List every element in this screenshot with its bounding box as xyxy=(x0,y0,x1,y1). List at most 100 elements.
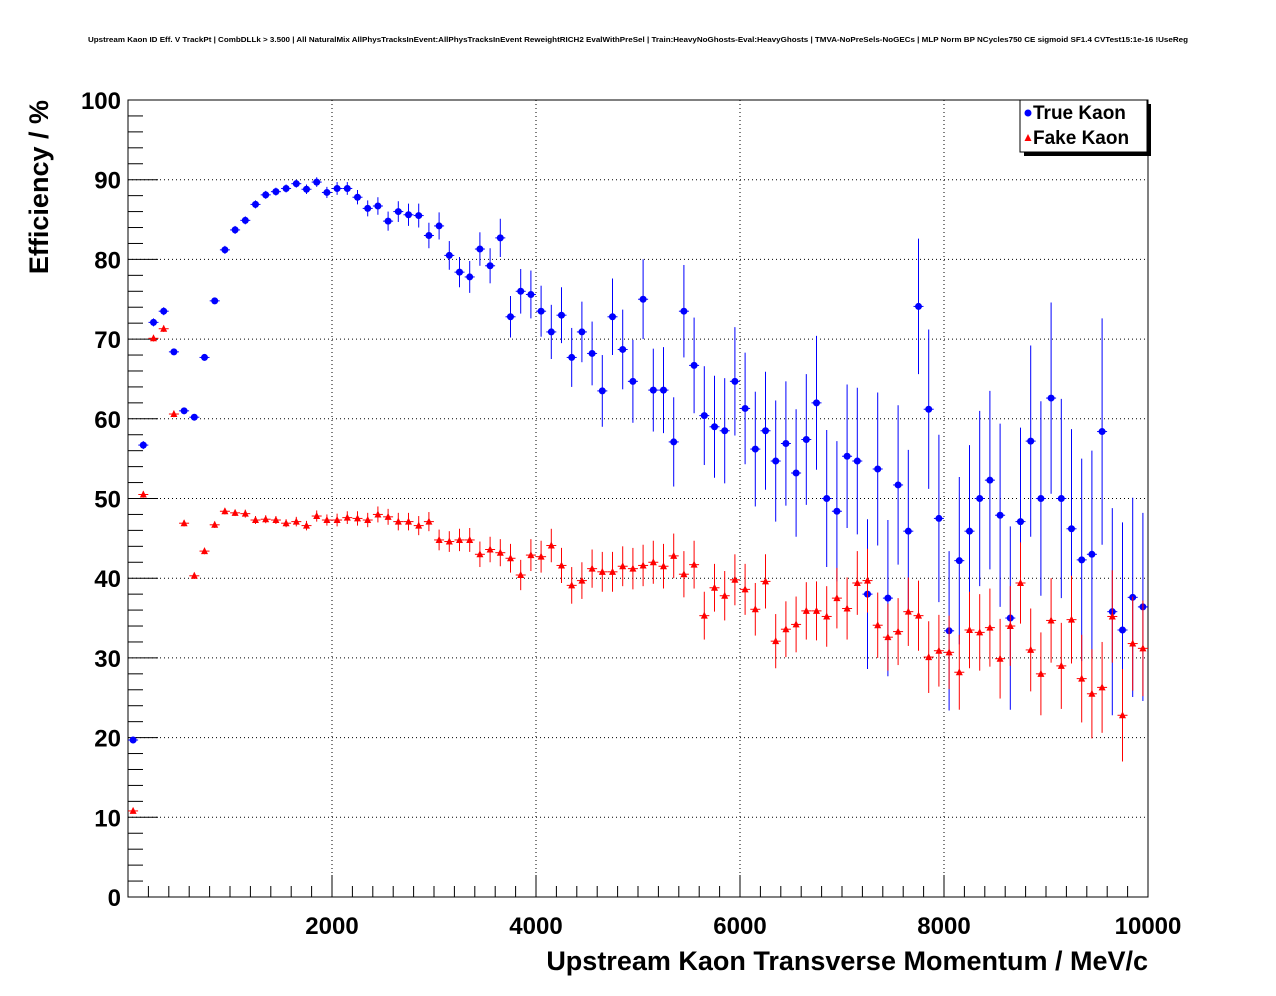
data-point xyxy=(619,562,627,570)
x-tick-label: 10000 xyxy=(1115,913,1182,940)
data-point xyxy=(629,564,637,572)
data-point xyxy=(241,509,249,517)
data-point xyxy=(1098,428,1106,436)
data-point xyxy=(833,594,841,602)
data-point xyxy=(445,251,453,259)
data-point xyxy=(129,736,137,744)
data-point xyxy=(751,605,759,613)
data-point xyxy=(456,535,463,543)
data-point xyxy=(1068,525,1075,533)
data-point xyxy=(649,386,657,394)
data-point xyxy=(160,307,168,315)
data-point xyxy=(252,200,259,208)
data-point xyxy=(986,476,994,484)
data-point xyxy=(935,514,943,522)
data-point xyxy=(966,527,973,535)
data-point xyxy=(1078,674,1086,682)
data-point xyxy=(721,591,729,599)
data-point xyxy=(313,512,321,520)
y-tick-label: 70 xyxy=(94,327,121,354)
data-point xyxy=(578,328,586,336)
legend-item-fake-kaon: Fake Kaon xyxy=(1024,128,1129,149)
data-point xyxy=(425,517,433,525)
data-point xyxy=(588,564,596,572)
data-point xyxy=(231,508,239,516)
data-point xyxy=(507,313,514,321)
data-point xyxy=(1057,495,1065,502)
data-point xyxy=(517,287,525,295)
data-series xyxy=(128,177,1148,814)
data-point xyxy=(558,561,565,569)
data-point xyxy=(160,324,168,332)
data-point xyxy=(639,561,647,569)
data-point xyxy=(772,637,780,645)
data-point xyxy=(1027,645,1035,653)
data-point xyxy=(813,399,820,407)
data-point xyxy=(1139,644,1147,652)
x-tick-label: 2000 xyxy=(305,913,358,940)
y-tick-label: 100 xyxy=(81,88,121,115)
data-point xyxy=(1129,639,1137,647)
data-point xyxy=(221,507,229,515)
data-point xyxy=(721,427,729,435)
data-point xyxy=(680,307,688,315)
data-point xyxy=(1017,578,1024,586)
legend-box xyxy=(1019,99,1148,153)
data-point xyxy=(333,184,341,192)
data-point xyxy=(476,245,484,253)
data-point xyxy=(660,562,667,570)
data-point xyxy=(456,268,463,276)
data-point xyxy=(731,377,739,385)
data-point xyxy=(384,217,392,225)
data-point xyxy=(588,349,596,357)
data-point xyxy=(231,226,239,234)
data-point xyxy=(966,626,973,634)
data-point xyxy=(364,516,372,524)
data-point xyxy=(772,457,780,465)
data-point xyxy=(139,490,147,498)
data-point xyxy=(201,353,208,361)
data-point xyxy=(190,413,198,421)
data-point xyxy=(241,216,249,224)
data-point xyxy=(313,178,321,186)
data-point xyxy=(1119,711,1126,719)
data-point xyxy=(762,577,769,585)
data-point xyxy=(537,307,545,315)
data-point xyxy=(649,558,657,566)
data-point xyxy=(170,410,178,418)
data-point xyxy=(1047,394,1055,402)
data-point xyxy=(272,516,280,524)
data-point xyxy=(476,550,484,558)
data-point xyxy=(853,578,861,586)
data-point xyxy=(904,607,912,615)
x-tick-label: 8000 xyxy=(917,913,970,940)
data-point xyxy=(211,520,219,528)
data-point xyxy=(415,521,423,529)
data-point xyxy=(700,611,708,619)
data-point xyxy=(802,606,810,614)
data-point xyxy=(170,348,178,356)
legend-item-true-kaon: True Kaon xyxy=(1024,103,1126,124)
data-point xyxy=(129,806,137,814)
data-point xyxy=(904,527,912,535)
data-point xyxy=(996,654,1004,662)
data-point xyxy=(486,262,494,270)
data-point xyxy=(731,575,739,583)
data-point xyxy=(262,515,270,523)
data-point xyxy=(884,594,892,602)
data-point xyxy=(262,191,270,199)
data-point xyxy=(496,548,504,556)
data-point xyxy=(323,188,331,196)
data-point xyxy=(864,576,871,584)
data-point xyxy=(425,231,433,239)
data-point xyxy=(741,585,749,593)
data-point xyxy=(598,387,606,395)
data-point xyxy=(741,404,749,412)
data-point xyxy=(843,604,851,612)
data-point xyxy=(792,469,800,477)
data-point xyxy=(252,516,259,524)
data-point xyxy=(354,193,361,201)
data-point xyxy=(639,295,647,303)
y-tick-label: 50 xyxy=(94,487,121,514)
